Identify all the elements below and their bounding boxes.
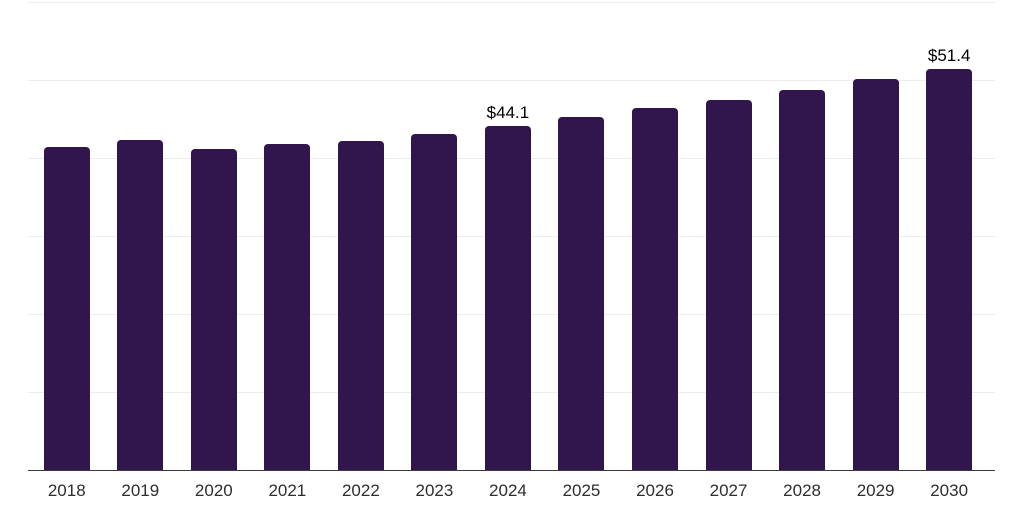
bar-2027[interactable] <box>705 99 752 470</box>
bar-slot-2018 <box>30 2 104 470</box>
bar-slot-2025 <box>545 2 619 470</box>
bar-2021[interactable] <box>264 143 311 470</box>
tick-label-2021: 2021 <box>268 481 307 500</box>
bar-2018[interactable] <box>43 147 90 470</box>
bar-2020[interactable] <box>190 149 237 470</box>
tick-label-2022: 2022 <box>341 481 380 500</box>
tick-label-2030: 2030 <box>930 481 969 500</box>
tick-label-2018: 2018 <box>47 481 86 500</box>
bar-2022[interactable] <box>337 140 384 470</box>
plot-area: $44.1 $51.4 <box>28 2 995 471</box>
bar-slot-2024: $44.1 <box>471 2 545 470</box>
bar-slot-2019 <box>104 2 178 470</box>
tick-label-2028: 2028 <box>783 481 821 500</box>
data-label-2030: $51.4 <box>927 46 971 66</box>
bar-slot-2020 <box>177 2 251 470</box>
bar-2025[interactable] <box>558 117 605 470</box>
bar-2029[interactable] <box>852 79 899 470</box>
data-label-2024: $44.1 <box>486 103 530 123</box>
gridline-50 <box>28 80 995 81</box>
tick-label-2026: 2026 <box>636 481 674 500</box>
x-axis-tick-labels: 2018 2019 2020 2021 2022 2023 2024 2025 2026 2027… <box>30 479 986 503</box>
bar-slot-2029 <box>839 2 913 470</box>
tick-label-2025: 2025 <box>562 481 601 500</box>
tick-label-2023: 2023 <box>415 481 454 500</box>
bar-slot-2030: $51.4 <box>912 2 986 470</box>
bar-slot-2022 <box>324 2 398 470</box>
tick-label-2029: 2029 <box>856 481 895 500</box>
tick-label-2020: 2020 <box>194 481 233 500</box>
bar-slot-2027 <box>692 2 766 470</box>
bar-slot-2026 <box>618 2 692 470</box>
bar-2024[interactable] <box>484 126 531 470</box>
tick-label-2027: 2027 <box>709 481 748 500</box>
gridline-60 <box>28 2 995 3</box>
bar-slot-2023 <box>398 2 472 470</box>
bar-2026[interactable] <box>632 108 679 470</box>
bar-2028[interactable] <box>779 90 826 470</box>
bars-row: $44.1 $51.4 <box>30 2 986 470</box>
tick-label-2019: 2019 <box>121 481 160 500</box>
tick-label-2024: 2024 <box>489 481 527 500</box>
bar-2023[interactable] <box>411 133 458 470</box>
bar-slot-2021 <box>251 2 325 470</box>
bar-2019[interactable] <box>117 140 164 470</box>
bar-slot-2028 <box>765 2 839 470</box>
bar-2030[interactable] <box>926 69 973 470</box>
